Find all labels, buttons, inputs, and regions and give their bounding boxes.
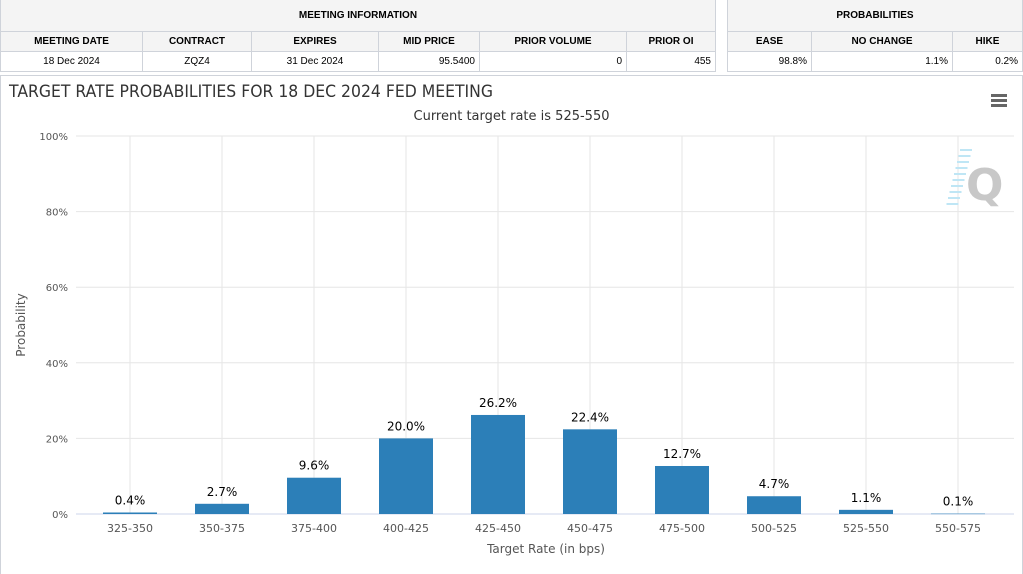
prior-volume: 0	[479, 51, 627, 72]
ease-value: 98.8%	[727, 51, 812, 72]
prior-oi: 455	[626, 51, 716, 72]
y-tick-label: 0%	[52, 510, 68, 521]
data-label: 2.7%	[207, 485, 238, 499]
x-tick-label: 325-350	[107, 522, 153, 535]
bar-425-450	[471, 414, 525, 514]
x-tick-label: 525-550	[843, 522, 889, 535]
x-tick-label: 450-475	[567, 522, 613, 535]
col-ease: EASE	[727, 31, 812, 52]
x-tick-label: 550-575	[935, 522, 981, 535]
watermark-logo: Q	[966, 160, 1003, 211]
bar-450-475	[563, 429, 617, 514]
col-expires: EXPIRES	[251, 31, 379, 52]
y-tick-label: 20%	[46, 434, 68, 445]
bar-525-550	[839, 509, 893, 514]
bar-375-400	[287, 477, 341, 514]
data-label: 9.6%	[299, 459, 330, 473]
probabilities-header: PROBABILITIES	[727, 0, 1023, 32]
x-tick-label: 350-375	[199, 522, 245, 535]
meeting-info-header: MEETING INFORMATION	[0, 0, 716, 32]
bar-475-500	[655, 465, 709, 514]
bar-550-575	[931, 513, 985, 515]
bar-400-425	[379, 438, 433, 514]
data-label: 0.4%	[115, 493, 146, 507]
data-label: 4.7%	[759, 477, 790, 491]
y-axis-title: Probability	[14, 293, 28, 356]
hamburger-icon[interactable]	[991, 94, 1007, 109]
data-label: 20.0%	[387, 419, 425, 433]
data-label: 1.1%	[851, 491, 882, 505]
chart-subtitle: Current target rate is 525-550	[413, 109, 610, 124]
data-label: 12.7%	[663, 447, 701, 461]
x-tick-label: 375-400	[291, 522, 337, 535]
meeting-info-table: MEETING INFORMATION MEETING DATE CONTRAC…	[0, 0, 716, 72]
y-tick-label: 80%	[46, 208, 68, 219]
data-label: 22.4%	[571, 410, 609, 424]
chart-title: TARGET RATE PROBABILITIES FOR 18 DEC 202…	[9, 82, 493, 102]
bar-500-525	[747, 496, 801, 514]
col-contract: CONTRACT	[142, 31, 252, 52]
col-prior-oi: PRIOR OI	[626, 31, 716, 52]
hike-value: 0.2%	[952, 51, 1023, 72]
bar-325-350	[103, 512, 157, 514]
x-tick-label: 500-525	[751, 522, 797, 535]
y-tick-label: 100%	[39, 132, 68, 143]
x-tick-label: 400-425	[383, 522, 429, 535]
data-label: 26.2%	[479, 396, 517, 410]
probabilities-table: PROBABILITIES EASE NO CHANGE HIKE 98.8% …	[727, 0, 1023, 72]
x-tick-label: 425-450	[475, 522, 521, 535]
col-prior-volume: PRIOR VOLUME	[479, 31, 627, 52]
x-tick-label: 475-500	[659, 522, 705, 535]
y-tick-label: 40%	[46, 359, 68, 370]
y-tick-label: 60%	[46, 283, 68, 294]
data-label: 0.1%	[943, 495, 974, 509]
bar-350-375	[195, 503, 249, 514]
x-axis-title: Target Rate (in bps)	[486, 542, 605, 556]
